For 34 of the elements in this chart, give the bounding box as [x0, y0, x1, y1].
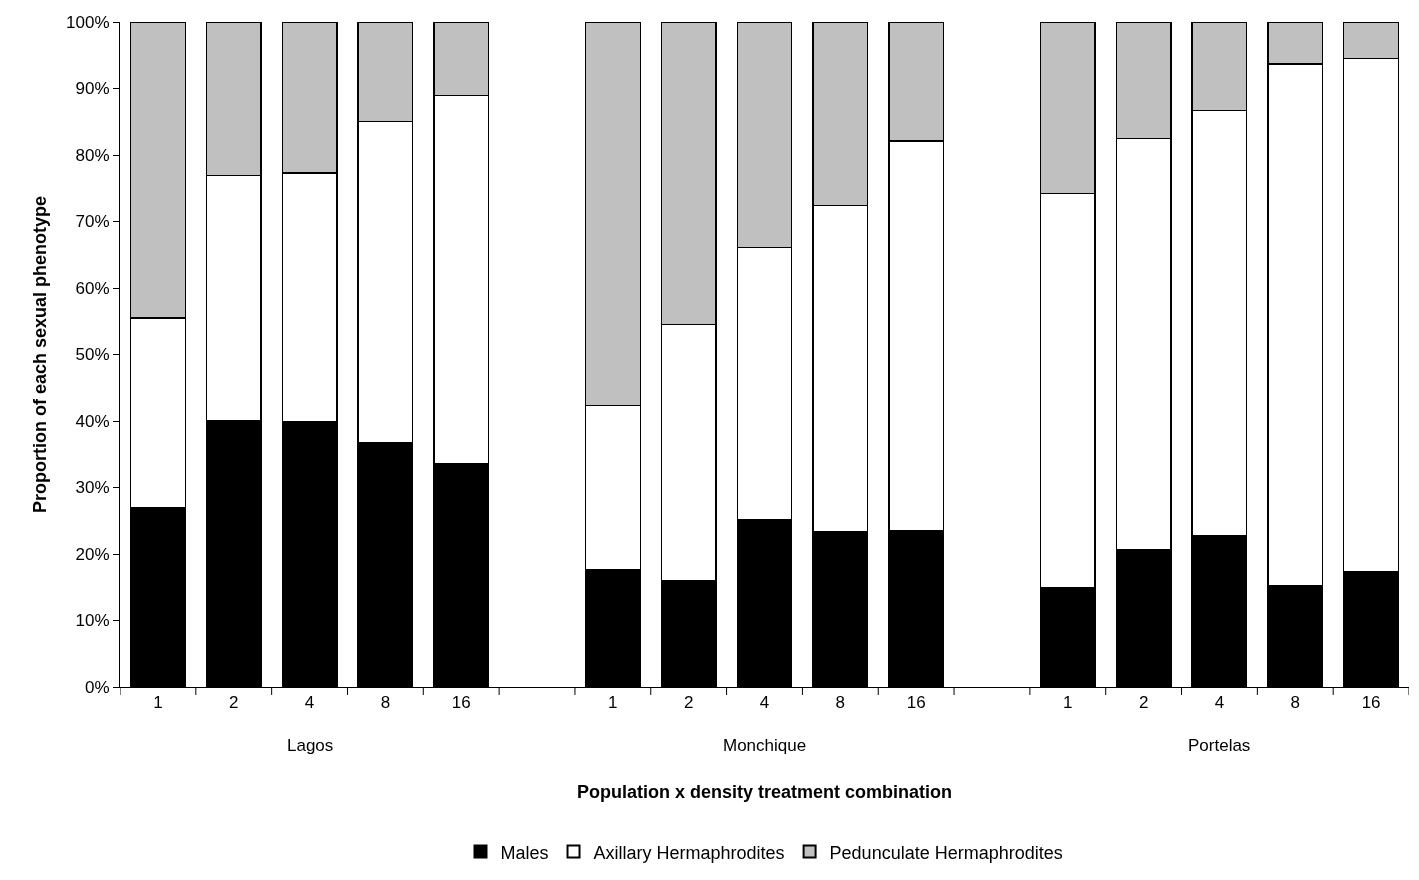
y-tick-label: 10% — [75, 611, 110, 631]
x-tick-label: 2 — [229, 693, 239, 713]
x-tick-label: 1 — [608, 693, 618, 713]
x-tick-label: 4 — [759, 693, 770, 713]
text: Lagos — [287, 736, 334, 755]
x-tick-label: 4 — [1214, 693, 1225, 713]
x-tick-label: 16 — [1361, 693, 1381, 713]
y-tick-label: 100% — [66, 12, 110, 32]
text: Portelas — [1188, 736, 1251, 755]
x-tick-label: 2 — [683, 693, 694, 713]
x-tick-label: 8 — [1290, 693, 1300, 713]
y-tick-label: 70% — [75, 212, 110, 232]
y-tick-label: 20% — [75, 544, 110, 564]
x-tick-label: 4 — [304, 693, 315, 713]
y-tick-label: 30% — [75, 478, 110, 498]
x-tick-label: 8 — [835, 693, 846, 713]
x-tick-label: 1 — [153, 693, 163, 713]
y-tick-label: 80% — [75, 145, 110, 165]
y-tick-label: 60% — [75, 278, 110, 298]
x-tick-label: 16 — [451, 693, 471, 713]
x-tick-label: 16 — [906, 693, 926, 713]
x-tick-label: 2 — [1138, 693, 1149, 713]
y-tick-label: 40% — [75, 411, 110, 431]
x-tick-label: 1 — [1063, 693, 1073, 713]
x-tick-label: 8 — [380, 693, 391, 713]
y-tick-label: 0% — [85, 677, 110, 697]
y-axis-title: Proportion of each sexual phenotype — [30, 195, 51, 514]
legend-label: Axillary Hermaphrodites — [593, 842, 785, 863]
legend-label: Pedunculate Hermaphrodites — [829, 842, 1063, 863]
y-tick-label: 90% — [75, 79, 110, 99]
legend-label: Males — [500, 842, 549, 863]
x-axis-title: Population x density treatment combination — [577, 782, 953, 802]
text: Monchique — [723, 736, 807, 755]
y-tick-label: 50% — [75, 345, 110, 365]
